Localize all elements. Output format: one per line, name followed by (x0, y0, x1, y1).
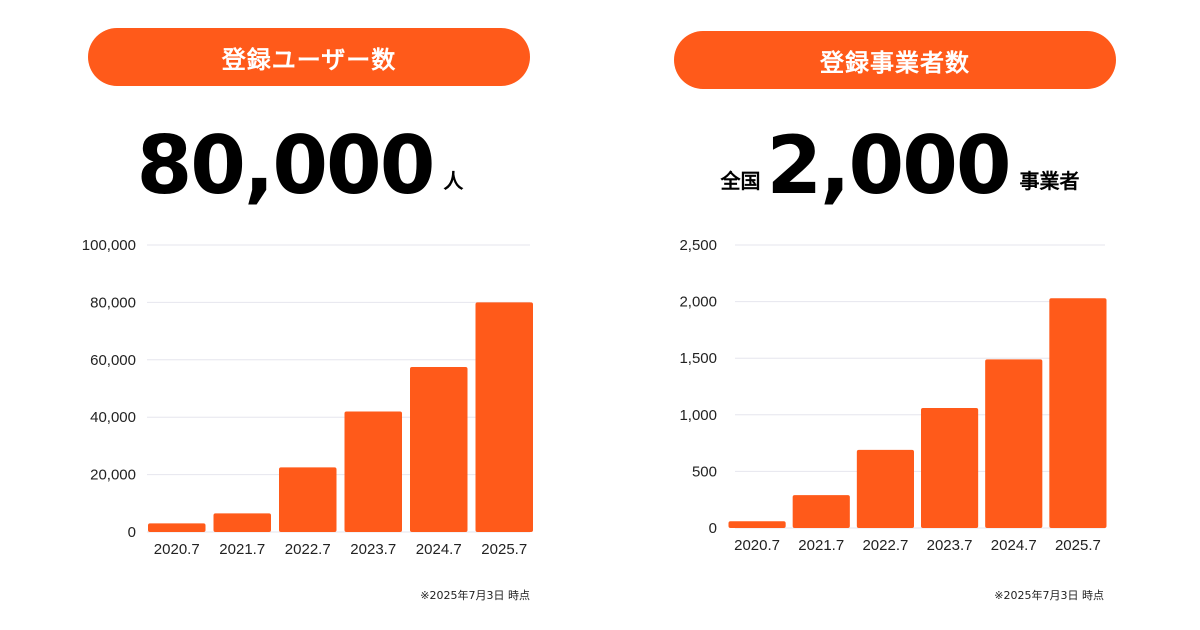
users-y-tick-label: 100,000 (82, 237, 136, 254)
businesses-bar (1049, 298, 1107, 528)
users-bar (410, 366, 468, 532)
businesses-date-note: ※2025年7月3日 時点 (994, 589, 1104, 602)
users-total-unit: 人 (443, 169, 464, 193)
businesses-bar-chart: 0 500 1,000 1,500 2,000 2,500 2020.7 2021.7 2022… (679, 237, 1107, 554)
businesses-y-tick-label: 1,500 (679, 350, 717, 367)
users-bar-chart: 0 20,000 40,000 60,000 80,000 100,000 2020.7 20… (82, 237, 533, 558)
users-y-tick-label: 80,000 (90, 294, 136, 311)
users-panel: 登録ユーザー数 80,000 人 0 20,000 40,000 60,000 80,0… (0, 28, 600, 602)
businesses-bar (856, 449, 914, 528)
users-y-tick-label: 60,000 (90, 352, 136, 369)
businesses-x-category-label: 2022.7 (862, 537, 908, 554)
businesses-x-category-label: 2021.7 (798, 537, 844, 554)
businesses-bar (728, 521, 786, 528)
businesses-y-tick-label: 2,000 (679, 294, 717, 311)
businesses-panel: 登録事業者数 全国 2,000 事業者 0 500 1,000 1,500 2,000 2… (600, 0, 1200, 630)
users-total-number: 80,000 (136, 119, 436, 212)
users-x-category-label: 2020.7 (154, 541, 200, 558)
businesses-x-category-label: 2020.7 (734, 537, 780, 554)
users-x-category-label: 2024.7 (416, 541, 462, 558)
users-x-category-label: 2023.7 (350, 541, 396, 558)
businesses-total-unit: 事業者 (1019, 169, 1080, 193)
businesses-bar (985, 359, 1043, 528)
users-y-tick-label: 20,000 (90, 467, 136, 484)
businesses-total-number: 2,000 (766, 119, 1011, 212)
users-title: 登録ユーザー数 (221, 45, 397, 74)
businesses-title: 登録事業者数 (820, 48, 970, 77)
users-title-pill: 登録ユーザー数 (88, 28, 530, 86)
businesses-x-category-label: 2023.7 (927, 537, 973, 554)
users-x-category-label: 2022.7 (285, 541, 331, 558)
users-date-note: ※2025年7月3日 時点 (420, 589, 530, 602)
businesses-y-tick-label: 0 (709, 520, 717, 537)
businesses-x-category-label: 2025.7 (1055, 537, 1101, 554)
users-headline: 80,000 人 (0, 118, 600, 208)
users-bar (475, 302, 533, 532)
businesses-y-tick-label: 1,000 (679, 407, 717, 424)
users-bar (148, 523, 206, 532)
users-y-tick-label: 40,000 (90, 409, 136, 426)
businesses-y-tick-label: 500 (692, 463, 717, 480)
users-y-tick-label: 0 (128, 524, 136, 541)
businesses-bar (921, 408, 979, 528)
businesses-y-tick-label: 2,500 (679, 237, 717, 254)
businesses-headline: 全国 2,000 事業者 (600, 118, 1200, 208)
businesses-total-prefix: 全国 (720, 169, 761, 193)
businesses-bar (792, 495, 850, 528)
businesses-x-category-label: 2024.7 (991, 537, 1037, 554)
users-bar (279, 467, 337, 532)
users-bar (344, 411, 402, 532)
users-bar (213, 513, 271, 532)
businesses-title-pill: 登録事業者数 (674, 31, 1116, 89)
users-x-category-label: 2025.7 (481, 541, 527, 558)
users-x-category-label: 2021.7 (219, 541, 265, 558)
